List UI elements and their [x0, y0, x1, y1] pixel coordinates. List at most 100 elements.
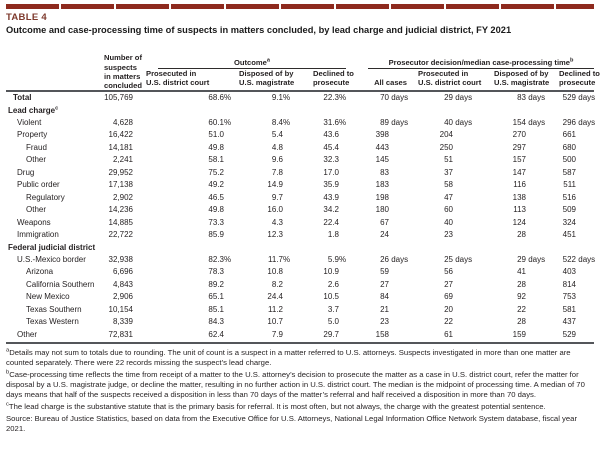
accent-bar	[6, 4, 594, 9]
table-row: Drug 29,952 75.2 7.8 17.0 83 37 147 587	[6, 167, 594, 179]
table-row: Other 72,831 62.4 7.9 29.7 158 61 159 529	[6, 328, 595, 345]
cell-allcases: 84	[380, 292, 389, 302]
header-col-outcome-magistrate: Disposed of by U.S. magistrate	[231, 68, 294, 93]
cell-outcome-magistrate: 12.3	[267, 230, 283, 240]
cell-outcome-declined: 32.3	[323, 155, 339, 165]
cell-concluded: 32,938	[108, 255, 133, 264]
cell-allcases: 443	[375, 142, 389, 152]
cell-outcome-declined: 43.6	[323, 130, 339, 140]
cell-decision-magistrate: 157	[512, 155, 526, 165]
cell-concluded: 6,696	[112, 267, 133, 277]
cell-outcome-declined: 31.6%	[323, 118, 347, 128]
cell-allcases: 145	[375, 155, 389, 165]
cell-outcome-district: 62.4	[146, 328, 231, 345]
cell-outcome-declined: 1.8	[327, 230, 339, 240]
cell-decision-magistrate: 41	[517, 267, 526, 277]
cell-row-label: Immigration	[17, 230, 59, 240]
cell-allcases: 24	[380, 230, 389, 240]
cell-decision-declined: 451	[562, 230, 577, 240]
cell-concluded: 4,843	[112, 279, 133, 289]
cell-outcome-declined: 10.5	[323, 292, 339, 302]
cell-decision-district: 20	[444, 304, 453, 314]
cell-outcome-magistrate: 4.8	[271, 142, 283, 152]
cell-decision-magistrate: 154 days	[512, 118, 546, 128]
cell-allcases: 83	[380, 167, 389, 177]
cell-outcome-magistrate: 14.9	[267, 180, 283, 190]
table-row: Regulatory 2,902 46.5 9.7 43.9 198 47 138 516	[6, 192, 594, 204]
cell-row-label: Drug	[17, 167, 35, 177]
cell-decision-declined: 324	[562, 217, 577, 227]
cell-row-label: Weapons	[17, 217, 51, 227]
cell-row-label: New Mexico	[26, 292, 70, 302]
cell-outcome-district: 60.1%	[208, 118, 232, 128]
table-body: Total 105,769 68.6% 9.1% 22.3% 70 days 29 days…	[6, 91, 595, 345]
cell-concluded: 2,241	[112, 155, 133, 165]
cell-decision-district: 61	[407, 328, 471, 345]
cell-concluded: 16,422	[108, 130, 133, 140]
cell-outcome-magistrate: 4.3	[271, 217, 283, 227]
cell-outcome-declined: 10.9	[323, 267, 339, 277]
table-row: Property 16,422 51.0 5.4 43.6 398 204 270 661	[6, 129, 594, 141]
cell-outcome-district: 68.6%	[208, 93, 232, 103]
cell-decision-magistrate: 83 days	[517, 93, 546, 103]
cell-outcome-declined: 22.4	[323, 217, 339, 227]
header-col-decision-district: Prosecuted in U.S. district court	[407, 68, 481, 93]
cell-decision-district: 250	[439, 142, 453, 152]
cell-allcases: 67	[380, 217, 389, 227]
cell-row-label: Public order	[17, 180, 60, 190]
cell-outcome-declined: 34.2	[323, 205, 339, 215]
cell-outcome-magistrate: 7.8	[271, 167, 283, 177]
cell-allcases: 21	[380, 304, 389, 314]
cell-decision-district: 23	[444, 230, 453, 240]
header-group-decision: Prosecutor decision/median case-processi…	[346, 42, 595, 69]
cell-outcome-magistrate: 7.9	[231, 328, 290, 345]
cell-outcome-district: 75.2	[208, 167, 224, 177]
cell-outcome-declined: 35.9	[323, 180, 339, 190]
cell-outcome-declined: 2.6	[327, 279, 339, 289]
cell-decision-declined: 403	[562, 267, 577, 277]
cell-decision-district: 27	[444, 279, 453, 289]
cell-outcome-district: 85.9	[208, 230, 224, 240]
source-note: Source: Bureau of Justice Statistics, ba…	[6, 414, 578, 434]
cell-outcome-district: 49.8	[208, 205, 224, 215]
cell-allcases: 180	[375, 205, 389, 215]
table-row: Fraud 14,181 49.8 4.8 45.4 443 250 297 680	[6, 142, 594, 154]
cell-allcases: 70 days	[380, 93, 409, 103]
cell-decision-declined: 529	[544, 328, 595, 345]
cell-decision-declined: 814	[562, 279, 577, 289]
cell-row-label: Total	[13, 93, 32, 103]
header-group-outcome: Outcomea	[146, 42, 346, 69]
header-rowlabel-empty	[6, 41, 96, 93]
cell-outcome-magistrate: 24.4	[267, 292, 283, 302]
cell-outcome-magistrate: 9.6	[271, 155, 283, 165]
cell-decision-magistrate: 124	[512, 217, 526, 227]
cell-allcases: 158	[346, 328, 407, 345]
footnote-b: bCase-processing time reflects the time …	[6, 369, 585, 399]
cell-allcases: 26 days	[380, 255, 409, 264]
cell-outcome-district: 73.3	[208, 217, 224, 227]
header-col-concluded: Number of suspects in matters concluded	[96, 41, 146, 93]
cell-row-label: California Southern	[26, 279, 95, 289]
cell-outcome-magistrate: 16.0	[267, 205, 283, 215]
cell-decision-district: 25 days	[444, 255, 473, 264]
cell-outcome-magistrate: 11.7%	[268, 255, 291, 264]
cell-outcome-district: 82.3%	[208, 255, 232, 264]
footnote-a: aDetails may not sum to totals due to ro…	[6, 347, 571, 367]
table-row: Federal judicial district	[6, 242, 594, 254]
header-col-concluded-text: Number of suspects in matters concluded	[104, 53, 142, 90]
footnote-c: cThe lead charge is the substantive stat…	[6, 401, 546, 412]
cell-row-label: Other	[26, 205, 47, 215]
cell-outcome-district: 85.1	[208, 304, 224, 314]
cell-row-label: Property	[17, 130, 48, 140]
cell-decision-district: 51	[444, 155, 453, 165]
cell-concluded: 105,769	[104, 93, 133, 103]
cell-decision-district: 22	[444, 317, 453, 327]
header-col-decision-magistrate: Disposed of by U.S. magistrate	[471, 68, 549, 93]
cell-decision-declined: 587	[562, 167, 577, 177]
cell-decision-declined: 437	[562, 317, 577, 327]
cell-outcome-declined: 5.0	[327, 317, 339, 327]
cell-concluded: 10,154	[108, 304, 133, 314]
cell-row-label: Other	[6, 328, 96, 345]
cell-row-label: Lead chargec	[8, 104, 59, 115]
cell-row-label: U.S.-Mexico border	[17, 255, 86, 264]
